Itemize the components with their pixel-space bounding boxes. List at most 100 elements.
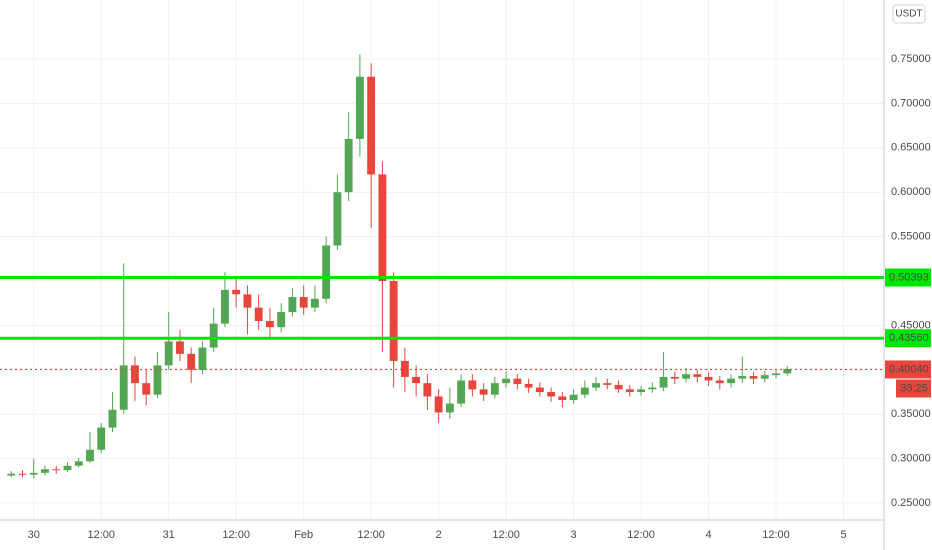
candle-body — [592, 383, 601, 388]
candle-body — [772, 373, 780, 376]
candle-body — [569, 394, 578, 401]
current-price-label: 0.40040 — [889, 363, 929, 375]
candle-body — [41, 469, 49, 473]
y-tick-label: 0.45000 — [891, 319, 931, 331]
candle-body — [513, 378, 522, 385]
candle-body — [52, 469, 61, 471]
x-tick-label: 30 — [28, 529, 40, 541]
candle-body — [299, 296, 308, 308]
y-tick-label: 0.75000 — [891, 53, 931, 65]
currency-badge: USDT — [895, 9, 922, 20]
candle-body — [727, 378, 735, 384]
candle-body — [198, 347, 207, 370]
x-tick-label: 5 — [840, 529, 846, 541]
y-tick-label: 0.35000 — [891, 408, 931, 420]
candle-body — [164, 341, 173, 366]
x-tick-label: Feb — [294, 529, 313, 541]
candle-body — [783, 368, 792, 374]
price-line-label-bg — [885, 329, 931, 348]
candle-body — [389, 281, 398, 361]
candle-body — [7, 473, 16, 476]
candle-body — [558, 396, 567, 401]
y-tick-label: 0.65000 — [891, 142, 931, 154]
candle-body — [670, 376, 679, 379]
candle-body — [614, 384, 623, 390]
candle-body — [468, 380, 477, 390]
candle-body — [682, 374, 690, 379]
candle-body — [457, 380, 466, 404]
candle-body — [434, 396, 443, 413]
candle-body — [603, 383, 612, 385]
y-tick-label: 0.25000 — [891, 497, 931, 509]
candle-body — [176, 341, 184, 354]
candle-body — [749, 376, 758, 379]
candle-body — [378, 174, 387, 282]
candle-body — [142, 383, 151, 395]
candle-body — [355, 76, 364, 139]
countdown: 33:25 — [900, 382, 928, 394]
candle-body — [63, 465, 72, 471]
candle-body — [187, 353, 196, 370]
candle-body — [423, 383, 432, 397]
candle-body — [119, 365, 128, 410]
y-tick-label: 0.60000 — [891, 186, 931, 198]
candle-body — [265, 320, 274, 328]
x-tick-label: 2 — [436, 529, 442, 541]
candle-body — [209, 323, 218, 348]
candle-body — [310, 298, 319, 308]
candle-body — [18, 473, 27, 475]
candle-body — [97, 427, 106, 450]
candle-body — [637, 389, 646, 393]
candle-body — [625, 389, 634, 393]
candle-body — [580, 387, 589, 395]
current-price-label-bg — [885, 360, 931, 379]
candle-body — [715, 380, 724, 384]
candle-body — [738, 376, 747, 379]
candle-body — [704, 376, 713, 381]
x-tick-label: 12:00 — [357, 529, 385, 541]
candle-body — [221, 289, 229, 324]
x-tick-label: 12:00 — [762, 529, 790, 541]
candle-body — [344, 138, 353, 193]
x-tick-label: 12:00 — [87, 529, 115, 541]
y-tick-label: 0.30000 — [891, 453, 931, 465]
candle-body — [547, 392, 556, 397]
candle-body — [243, 294, 252, 308]
candle-body — [232, 289, 241, 295]
candle-body — [479, 389, 488, 395]
price-line-label: 0.43560 — [889, 332, 929, 344]
candle-body — [648, 387, 657, 390]
candle-body — [333, 192, 342, 246]
candle-body — [153, 365, 162, 395]
countdown-bg — [896, 379, 931, 398]
candle-body — [445, 403, 454, 413]
y-tick-label: 0.70000 — [891, 97, 931, 109]
candle-body — [502, 378, 511, 384]
candle-body — [693, 374, 702, 377]
candle-body — [131, 365, 139, 384]
price-line-label-bg — [885, 268, 931, 287]
candle-body — [535, 387, 544, 393]
candle-body — [29, 472, 38, 475]
candle-body — [659, 376, 668, 388]
x-tick-label: 31 — [163, 529, 175, 541]
candle-body — [412, 376, 421, 384]
candle-body — [367, 76, 376, 175]
candle-body — [277, 312, 286, 328]
x-tick-label: 4 — [705, 529, 711, 541]
candle-body — [322, 245, 331, 299]
candle-body — [400, 360, 409, 377]
candle-body — [108, 409, 117, 428]
candle-body — [86, 449, 94, 462]
candle-body — [524, 384, 533, 388]
candle-body — [288, 296, 297, 313]
x-tick-label: 12:00 — [627, 529, 655, 541]
x-tick-label: 12:00 — [222, 529, 250, 541]
y-tick-label: 0.55000 — [891, 231, 931, 243]
candle-body — [254, 307, 263, 321]
candle-body — [490, 383, 499, 395]
candle-body — [74, 461, 83, 466]
currency-badge-bg — [892, 4, 926, 24]
